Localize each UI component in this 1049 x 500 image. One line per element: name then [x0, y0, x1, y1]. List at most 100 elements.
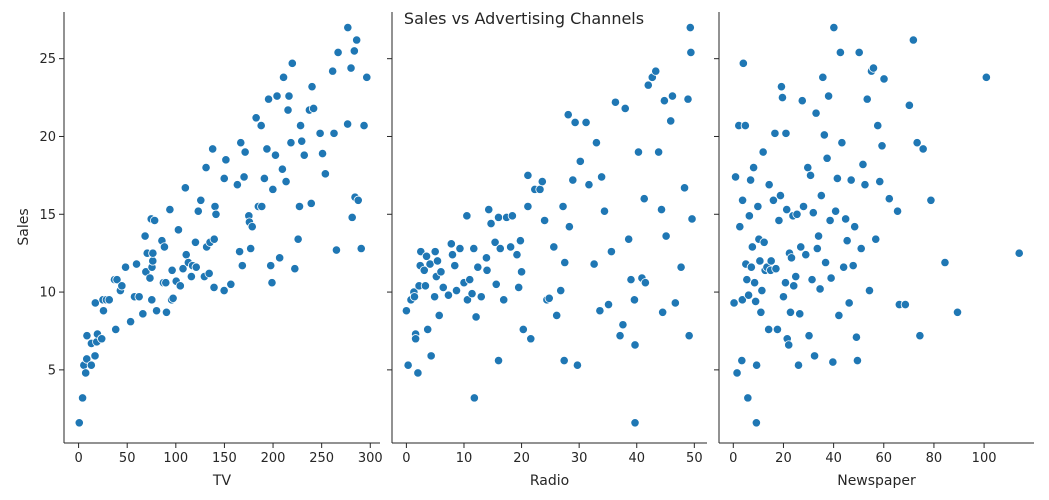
data-point	[772, 324, 783, 335]
data-point	[262, 144, 272, 154]
data-point	[570, 117, 580, 128]
data-point	[82, 331, 92, 341]
x-tick-label: 300	[358, 451, 383, 466]
data-point	[328, 66, 338, 76]
data-point	[658, 307, 668, 317]
data-point	[846, 175, 856, 185]
data-point	[161, 278, 171, 288]
data-point	[540, 215, 550, 226]
data-point	[208, 144, 218, 154]
data-point	[572, 360, 583, 370]
data-point	[926, 195, 936, 205]
data-point	[683, 94, 693, 104]
data-point	[828, 357, 838, 367]
x-tick-label: 50	[686, 451, 703, 466]
data-point	[751, 296, 761, 307]
data-point	[331, 245, 342, 255]
data-point	[343, 119, 353, 129]
data-point	[610, 97, 621, 107]
data-point	[333, 47, 343, 58]
data-point	[744, 211, 754, 221]
data-point	[633, 147, 644, 157]
data-point	[684, 331, 694, 341]
data-point	[359, 120, 369, 131]
data-point	[131, 259, 142, 269]
data-point	[871, 234, 881, 244]
data-point	[743, 393, 753, 403]
data-point	[272, 91, 282, 101]
data-point	[856, 243, 866, 254]
data-point	[234, 247, 245, 257]
data-point	[603, 299, 614, 310]
data-point	[467, 289, 477, 299]
data-point	[352, 35, 362, 45]
data-point	[630, 418, 640, 428]
data-point	[771, 264, 781, 274]
data-point	[77, 393, 88, 403]
data-point	[595, 306, 605, 316]
data-point	[864, 285, 875, 296]
data-point	[643, 80, 653, 90]
data-point	[308, 103, 319, 114]
scatter-panel: 0 10 20 30 40 50 Radio	[387, 12, 707, 489]
x-tick-label: 150	[212, 451, 237, 466]
data-point	[775, 191, 786, 201]
data-point	[430, 247, 440, 257]
data-point	[294, 201, 305, 212]
x-tick-label: 100	[163, 451, 188, 466]
data-point	[516, 267, 527, 277]
data-point	[347, 212, 357, 222]
data-point	[811, 108, 821, 118]
data-point	[819, 130, 829, 140]
data-point	[266, 261, 276, 271]
data-point	[620, 103, 630, 114]
data-point	[904, 100, 914, 110]
data-point	[267, 278, 277, 288]
data-point	[558, 201, 568, 212]
data-point	[884, 194, 894, 204]
data-point	[295, 120, 306, 131]
data-point	[221, 155, 231, 165]
data-point	[512, 250, 522, 260]
data-point	[842, 236, 852, 246]
data-point	[829, 22, 839, 33]
data-point	[411, 334, 421, 344]
data-point	[581, 117, 591, 128]
data-point	[320, 169, 330, 179]
data-point	[584, 180, 594, 190]
data-point	[175, 281, 185, 291]
data-point	[912, 138, 922, 148]
data-point	[798, 201, 809, 212]
data-point	[74, 418, 84, 428]
data-point	[432, 256, 443, 266]
data-point	[629, 295, 640, 305]
data-point	[523, 170, 533, 180]
data-point	[268, 184, 278, 194]
data-point	[746, 262, 756, 272]
data-point	[226, 279, 236, 289]
data-point	[201, 162, 211, 173]
data-point	[246, 243, 256, 254]
data-point	[862, 94, 872, 104]
data-point	[421, 251, 432, 261]
data-point	[738, 58, 748, 68]
data-point	[757, 285, 767, 296]
data-point	[755, 256, 765, 266]
data-point	[552, 310, 562, 321]
data-point	[306, 198, 316, 208]
data-point	[263, 94, 274, 104]
data-point	[147, 295, 157, 305]
x-tick-label: 50	[119, 451, 136, 466]
data-point	[766, 256, 776, 266]
data-point	[209, 282, 219, 293]
data-point	[654, 147, 664, 157]
data-point	[679, 183, 690, 193]
data-point	[251, 113, 261, 123]
data-point	[852, 355, 863, 366]
data-point	[462, 295, 473, 305]
data-point	[606, 247, 617, 257]
data-point	[90, 298, 100, 308]
data-point	[789, 281, 799, 291]
